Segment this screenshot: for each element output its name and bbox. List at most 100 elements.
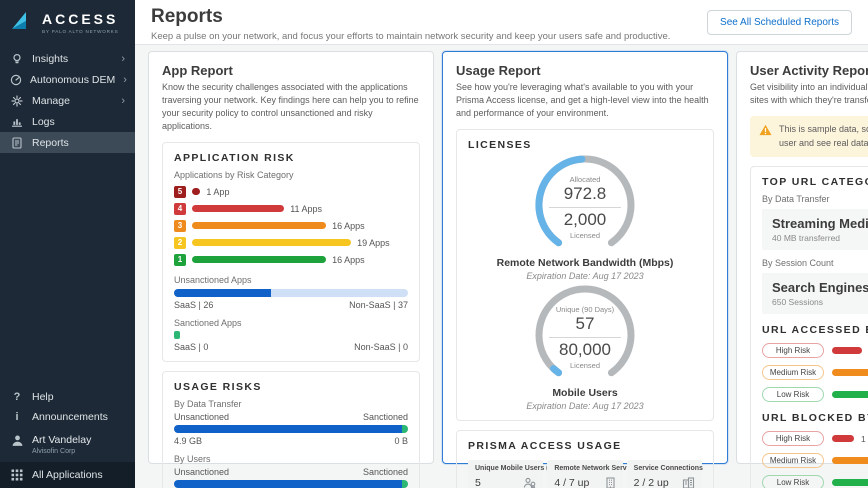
- url-reports-panel: TOP URL CATEGORIES By Data Transfer Stre…: [750, 166, 868, 488]
- prisma-access-usage-panel: PRISMA ACCESS USAGE Unique Mobile Users …: [456, 430, 714, 488]
- data-transfer-bar: [174, 425, 408, 434]
- gauge-bottom-label: Licensed: [569, 230, 601, 240]
- see-all-scheduled-reports-button[interactable]: See All Scheduled Reports: [707, 10, 852, 35]
- sanctioned-apps-label: Sanctioned Apps: [174, 318, 242, 329]
- user-name: Art Vandelay: [32, 434, 92, 446]
- url-risk-row: Medium Risk100 URLs: [762, 365, 868, 381]
- risk-category-chart: 5 1 App 4 11 Apps 3 16 Apps 2 19 Apps 1 16 Apps: [174, 185, 408, 266]
- user-organization: Alvisofin Corp: [32, 448, 76, 455]
- saas-count-label: SaaS | 26: [174, 300, 214, 311]
- card-description: Know the security challenges associated …: [162, 82, 419, 132]
- tile-value: 4 / 7 up: [554, 477, 590, 488]
- info-icon: i: [15, 411, 19, 423]
- sidebar-item-autonomous-dem[interactable]: Autonomous DEM ›: [0, 69, 135, 90]
- risk-row-level-4: 4 11 Apps: [174, 202, 408, 215]
- access-logo-icon: [12, 12, 26, 29]
- unsanctioned-value: 4.9 GB: [174, 436, 203, 447]
- unsanctioned-apps-label: Unsanctioned Apps: [174, 275, 252, 286]
- gauge-top-label: Unique (90 Days): [555, 305, 615, 315]
- url-risk-bar: [832, 435, 854, 443]
- sidebar-item-label: Manage: [32, 94, 70, 107]
- logo-title: ACCESS: [42, 10, 119, 27]
- tile-value: 2 / 2 up: [633, 477, 669, 488]
- risk-row-level-3: 3 16 Apps: [174, 219, 408, 232]
- risk-level-badge: 3: [174, 219, 186, 232]
- sidebar-item-label: All Applications: [32, 469, 103, 481]
- panel-heading: PRISMA ACCESS USAGE: [468, 440, 622, 453]
- risk-level-badge: 1: [174, 253, 186, 266]
- risk-row-level-5: 5 1 App: [174, 185, 408, 198]
- license-gauge-mobile-users: Unique (90 Days) 57 80,000 Licensed Mobi…: [468, 283, 702, 411]
- url-risk-row: High Risk60 URLs: [762, 343, 868, 359]
- user-activity-report-card[interactable]: User Activity Report Get visibility into…: [736, 51, 868, 488]
- by-session-count-label: By Session Count: [762, 258, 834, 269]
- sanctioned-value: 0 B: [394, 436, 408, 447]
- remote-networks-icon: [606, 477, 615, 488]
- saas-bar-segment: [174, 289, 271, 298]
- sidebar-item-reports[interactable]: Reports: [0, 132, 135, 153]
- logo-subtitle: BY PALO ALTO NETWORKS: [42, 28, 119, 34]
- gauge-arc: [535, 285, 635, 377]
- usage-tile-service-connections: Service Connections 2 / 2 up: [626, 460, 703, 488]
- sidebar-item-insights[interactable]: Insights ›: [0, 48, 135, 69]
- page-title: Reports: [151, 6, 223, 27]
- lightbulb-icon: [10, 53, 24, 65]
- risk-bar: [192, 239, 352, 247]
- gauge-value: 57: [575, 314, 595, 334]
- app-report-card[interactable]: App Report Know the security challenges …: [148, 51, 434, 488]
- url-risk-row: Medium Risk: [762, 453, 868, 469]
- usage-tiles: Unique Mobile Users (24h) 5 Remote Netwo…: [468, 460, 703, 488]
- panel-heading: TOP URL CATEGORIES: [762, 176, 868, 189]
- risk-level-badge: 4: [174, 202, 186, 215]
- license-name: Remote Network Bandwidth (Mbps): [496, 257, 674, 270]
- tile-value: 5: [475, 477, 481, 488]
- top-category-data-transfer-tile: Streaming Media 40 MB transferred: [762, 209, 868, 251]
- risk-pill: High Risk: [762, 343, 824, 359]
- card-title: Usage Report: [456, 63, 541, 78]
- url-risk-bar: [832, 479, 868, 487]
- risk-pill: Medium Risk: [762, 453, 824, 469]
- page-subtitle: Keep a pulse on your network, and focus …: [151, 30, 671, 42]
- usage-report-card[interactable]: Usage Report See how you're leveraging w…: [442, 51, 728, 488]
- card-description: See how you're leveraging what's availab…: [456, 82, 709, 119]
- risk-bar-label: 16 Apps: [332, 220, 365, 231]
- sidebar: ACCESS BY PALO ALTO NETWORKS Insights › …: [0, 0, 135, 488]
- by-data-transfer-label: By Data Transfer: [174, 399, 242, 410]
- url-risk-row: Low Risk: [762, 475, 868, 488]
- sidebar-item-logs[interactable]: Logs: [0, 111, 135, 132]
- by-data-transfer-label: By Data Transfer: [762, 194, 830, 205]
- unsanctioned-apps-bar: [174, 289, 408, 298]
- gauge-max-value: 80,000: [559, 339, 611, 359]
- risk-row-level-1: 1 16 Apps: [174, 253, 408, 266]
- category-name: Search Engines: [772, 280, 868, 296]
- sanctioned-label: Sanctioned: [362, 412, 408, 423]
- license-expiration: Expiration Date: Aug 17 2023: [526, 401, 644, 412]
- sidebar-item-help[interactable]: ? Help: [0, 387, 135, 407]
- risk-bar: [192, 188, 201, 196]
- saas-count-label: SaaS | 0: [174, 342, 209, 353]
- by-users-label: By Users: [174, 454, 211, 465]
- sidebar-item-label: Autonomous DEM: [30, 73, 116, 86]
- risk-pill: High Risk: [762, 431, 824, 447]
- url-risk-bar: [832, 457, 868, 465]
- chevron-right-icon: ›: [121, 52, 125, 65]
- card-description: Get visibility into an individual users'…: [750, 82, 868, 106]
- usage-tile-remote-networks: Remote Network Services 4 / 7 up: [547, 460, 640, 488]
- sidebar-item-manage[interactable]: Manage ›: [0, 90, 135, 111]
- access-logo[interactable]: ACCESS BY PALO ALTO NETWORKS: [0, 0, 135, 42]
- warning-icon: [759, 124, 772, 136]
- risk-pill: Low Risk: [762, 475, 824, 488]
- panel-heading: URL BLOCKED BY RISK: [762, 412, 868, 425]
- user-menu[interactable]: Art Vandelay Alvisofin Corp: [0, 427, 135, 462]
- sidebar-item-announcements[interactable]: i Announcements: [0, 407, 135, 427]
- users-bar: [174, 480, 408, 488]
- apps-grid-icon: [10, 469, 24, 481]
- unsanctioned-bar-segment: [174, 425, 402, 434]
- sidebar-item-label: Announcements: [32, 411, 108, 423]
- sidebar-item-all-applications[interactable]: All Applications: [0, 462, 135, 488]
- chevron-right-icon: ›: [121, 94, 125, 107]
- question-mark-icon: ?: [13, 391, 21, 403]
- sanctioned-bar-segment: [402, 480, 408, 488]
- bar-chart-icon: [10, 116, 24, 128]
